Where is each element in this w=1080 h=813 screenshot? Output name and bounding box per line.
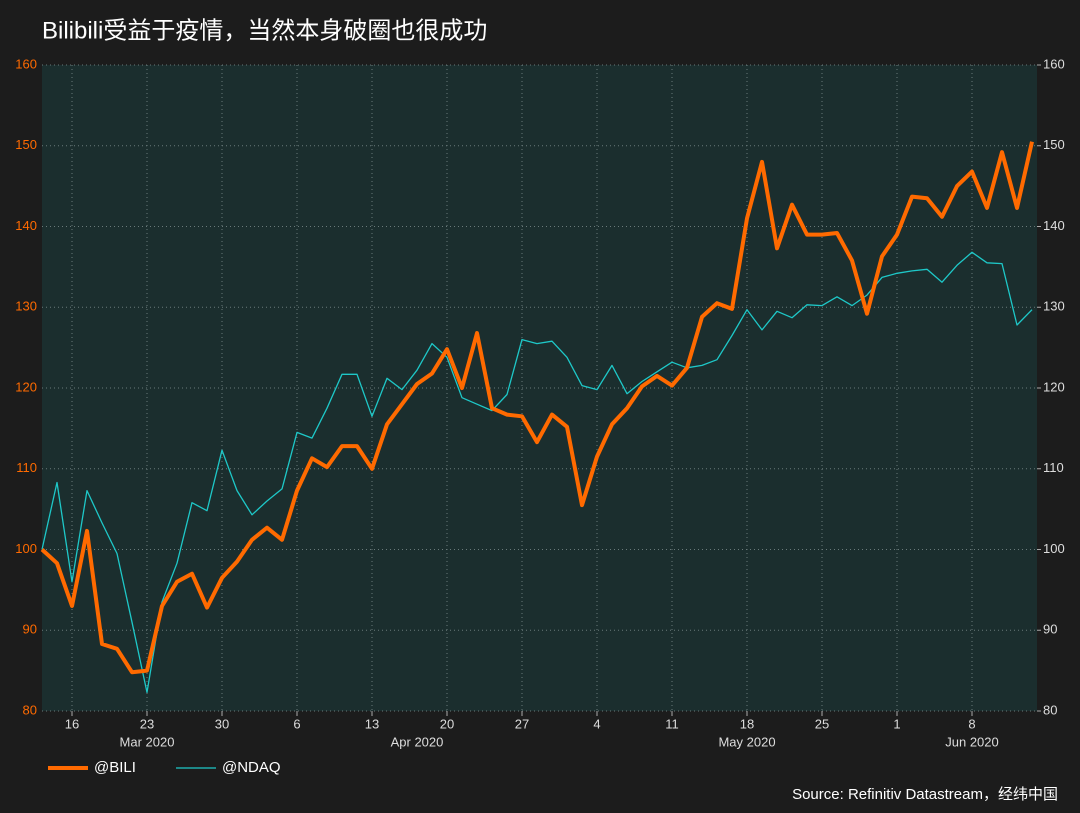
series-line (40, 141, 1034, 675)
month-label: Mar 2020 (120, 734, 175, 749)
month-label: Apr 2020 (391, 734, 444, 749)
y2-tick-label: 160 (1043, 56, 1065, 71)
y-tick-label: 80 (23, 702, 37, 717)
plot-area (42, 65, 1037, 711)
x-tick-label: 16 (65, 716, 79, 731)
y-tick-label: 110 (16, 460, 37, 475)
source: Source: Refinitiv Datastream，经纬中国 (792, 786, 1058, 803)
y2-tick-label: 90 (1043, 622, 1057, 637)
x-tick-label: 27 (515, 716, 529, 731)
chart-title: Bilibili受益于疫情，当然本身破圈也很成功 (42, 17, 487, 44)
x-tick-label: 8 (968, 716, 975, 731)
month-label: May 2020 (718, 734, 775, 749)
y2-tick-label: 100 (1043, 541, 1065, 556)
x-tick-label: 30 (215, 716, 229, 731)
y-tick-label: 130 (15, 299, 37, 314)
x-tick-label: 4 (593, 716, 600, 731)
y2-tick-label: 130 (1043, 299, 1065, 314)
x-tick-label: 6 (293, 716, 300, 731)
legend-label: @BILI (94, 759, 136, 776)
y-tick-label: 140 (15, 218, 37, 233)
series-line (41, 251, 1033, 694)
x-tick-label: 20 (440, 716, 454, 731)
y-tick-label: 90 (23, 622, 37, 637)
y-tick-label: 150 (15, 137, 37, 152)
x-tick-label: 23 (140, 716, 154, 731)
month-label: Jun 2020 (945, 734, 999, 749)
x-tick-label: 11 (665, 716, 679, 731)
x-tick-label: 1 (893, 716, 900, 731)
y-tick-label: 100 (15, 541, 37, 556)
y2-tick-label: 120 (1043, 379, 1065, 394)
y2-tick-label: 80 (1043, 702, 1057, 717)
y-tick-label: 120 (15, 379, 37, 394)
y2-tick-label: 150 (1043, 137, 1065, 152)
x-tick-label: 18 (740, 716, 754, 731)
y2-tick-label: 110 (1043, 460, 1064, 475)
y2-tick-label: 140 (1043, 218, 1065, 233)
x-tick-label: 25 (815, 716, 829, 731)
y-tick-label: 160 (15, 56, 37, 71)
x-tick-label: 13 (365, 716, 379, 731)
legend-label: @NDAQ (222, 759, 281, 776)
